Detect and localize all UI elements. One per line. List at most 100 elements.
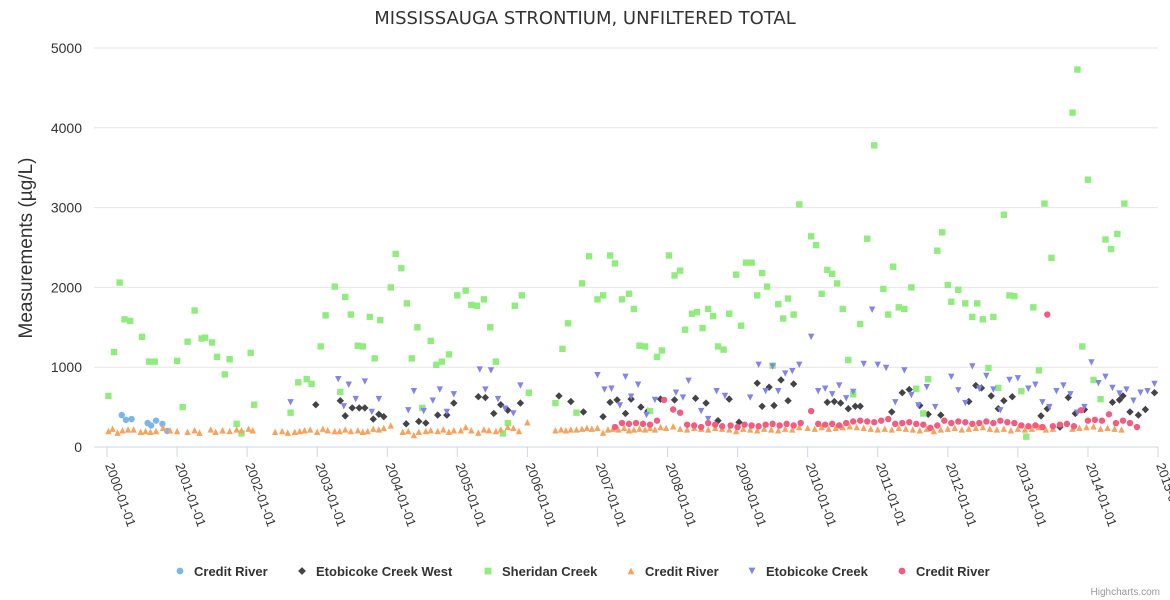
data-point[interactable] <box>1048 254 1055 262</box>
data-point[interactable] <box>630 426 638 433</box>
data-point[interactable] <box>445 351 453 358</box>
data-point[interactable] <box>295 379 302 386</box>
data-point[interactable] <box>322 312 329 319</box>
data-point[interactable] <box>213 353 221 361</box>
data-point[interactable] <box>1097 395 1104 403</box>
data-point[interactable] <box>821 421 829 428</box>
data-point[interactable] <box>278 427 286 435</box>
data-point[interactable] <box>1114 230 1121 238</box>
data-point[interactable] <box>427 337 434 345</box>
data-point[interactable] <box>510 424 517 432</box>
data-point[interactable] <box>1039 399 1046 406</box>
data-point[interactable] <box>915 402 922 409</box>
data-point[interactable] <box>835 422 843 429</box>
data-point[interactable] <box>913 385 920 392</box>
data-point[interactable] <box>758 402 766 411</box>
data-point[interactable] <box>1011 419 1018 427</box>
data-point[interactable] <box>713 387 720 395</box>
data-point[interactable] <box>226 356 233 363</box>
data-point[interactable] <box>857 417 864 424</box>
data-point[interactable] <box>1084 176 1092 183</box>
data-point[interactable] <box>901 305 908 313</box>
data-point[interactable] <box>621 409 630 418</box>
data-point[interactable] <box>618 296 626 303</box>
data-point[interactable] <box>843 395 850 402</box>
data-point[interactable] <box>578 280 586 287</box>
data-point[interactable] <box>380 424 387 432</box>
data-point[interactable] <box>909 426 916 433</box>
data-point[interactable] <box>370 425 377 432</box>
data-point[interactable] <box>233 420 240 428</box>
data-point[interactable] <box>604 426 612 433</box>
legend-label[interactable]: Etobicoke Creek West <box>316 564 453 579</box>
data-point[interactable] <box>823 398 831 407</box>
data-point[interactable] <box>606 252 614 259</box>
data-point[interactable] <box>796 201 803 208</box>
data-point[interactable] <box>658 347 666 354</box>
data-point[interactable] <box>651 426 659 433</box>
data-point[interactable] <box>1112 419 1120 427</box>
data-point[interactable] <box>517 382 524 389</box>
data-point[interactable] <box>525 389 533 396</box>
data-point[interactable] <box>636 342 643 349</box>
data-point[interactable] <box>962 399 969 407</box>
data-point[interactable] <box>480 296 488 303</box>
data-point[interactable] <box>482 386 489 393</box>
data-point[interactable] <box>948 373 955 380</box>
data-point[interactable] <box>948 419 955 427</box>
data-point[interactable] <box>366 313 373 321</box>
data-point[interactable] <box>672 389 680 396</box>
data-point[interactable] <box>881 425 888 432</box>
data-point[interactable] <box>450 399 458 407</box>
data-point[interactable] <box>1032 422 1039 429</box>
data-point[interactable] <box>608 385 615 392</box>
data-point[interactable] <box>983 418 990 425</box>
legend-marker[interactable] <box>484 567 492 575</box>
data-point[interactable] <box>518 292 525 299</box>
data-point[interactable] <box>839 423 846 431</box>
data-point[interactable] <box>688 310 696 317</box>
data-point[interactable] <box>341 412 349 420</box>
data-point[interactable] <box>616 402 624 409</box>
data-point[interactable] <box>693 308 701 316</box>
data-point[interactable] <box>902 425 909 432</box>
data-point[interactable] <box>1119 417 1127 424</box>
data-point[interactable] <box>832 424 839 432</box>
data-point[interactable] <box>473 302 481 309</box>
data-point[interactable] <box>402 420 410 428</box>
data-point[interactable] <box>1041 200 1048 207</box>
data-point[interactable] <box>1102 236 1109 243</box>
data-point[interactable] <box>976 385 983 392</box>
data-point[interactable] <box>969 420 976 428</box>
legend-item[interactable]: Credit River <box>176 564 268 579</box>
data-point[interactable] <box>594 296 601 303</box>
data-point[interactable] <box>704 415 712 423</box>
data-point[interactable] <box>201 334 209 341</box>
data-point[interactable] <box>637 403 645 411</box>
data-point[interactable] <box>679 394 687 401</box>
data-point[interactable] <box>770 401 778 410</box>
data-point[interactable] <box>721 392 729 400</box>
data-point[interactable] <box>1118 426 1125 433</box>
data-point[interactable] <box>990 386 997 393</box>
data-point[interactable] <box>824 266 831 274</box>
data-point[interactable] <box>734 423 741 431</box>
data-point[interactable] <box>691 394 700 403</box>
data-point[interactable] <box>828 420 836 428</box>
data-point[interactable] <box>331 427 338 435</box>
data-point[interactable] <box>796 361 803 369</box>
data-point[interactable] <box>874 361 881 369</box>
data-point[interactable] <box>853 423 860 431</box>
data-point[interactable] <box>625 427 633 434</box>
data-point[interactable] <box>665 252 673 259</box>
data-point[interactable] <box>807 407 815 415</box>
data-point[interactable] <box>697 423 705 431</box>
data-point[interactable] <box>337 388 344 396</box>
data-point[interactable] <box>864 418 871 425</box>
data-point[interactable] <box>579 408 588 416</box>
data-point[interactable] <box>450 391 458 398</box>
data-point[interactable] <box>965 425 973 432</box>
data-point[interactable] <box>941 417 948 424</box>
data-point[interactable] <box>709 312 717 320</box>
data-point[interactable] <box>1095 379 1102 387</box>
